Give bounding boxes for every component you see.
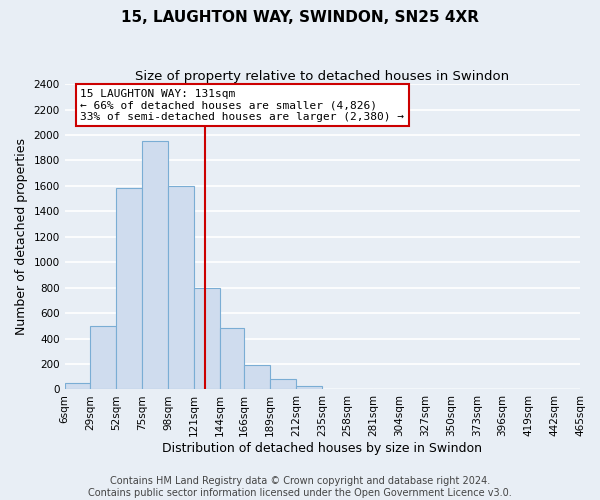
Bar xyxy=(270,380,296,390)
Title: Size of property relative to detached houses in Swindon: Size of property relative to detached ho… xyxy=(135,70,509,83)
Bar xyxy=(244,366,270,390)
Bar xyxy=(194,288,220,390)
Bar xyxy=(116,188,142,390)
Text: 15 LAUGHTON WAY: 131sqm
← 66% of detached houses are smaller (4,826)
33% of semi: 15 LAUGHTON WAY: 131sqm ← 66% of detache… xyxy=(80,88,404,122)
Bar xyxy=(65,383,91,390)
Bar xyxy=(91,326,116,390)
X-axis label: Distribution of detached houses by size in Swindon: Distribution of detached houses by size … xyxy=(163,442,482,455)
Bar xyxy=(142,142,168,390)
Bar xyxy=(296,386,322,390)
Text: 15, LAUGHTON WAY, SWINDON, SN25 4XR: 15, LAUGHTON WAY, SWINDON, SN25 4XR xyxy=(121,10,479,25)
Text: Contains HM Land Registry data © Crown copyright and database right 2024.
Contai: Contains HM Land Registry data © Crown c… xyxy=(88,476,512,498)
Bar xyxy=(168,186,194,390)
Bar xyxy=(220,328,244,390)
Y-axis label: Number of detached properties: Number of detached properties xyxy=(15,138,28,336)
